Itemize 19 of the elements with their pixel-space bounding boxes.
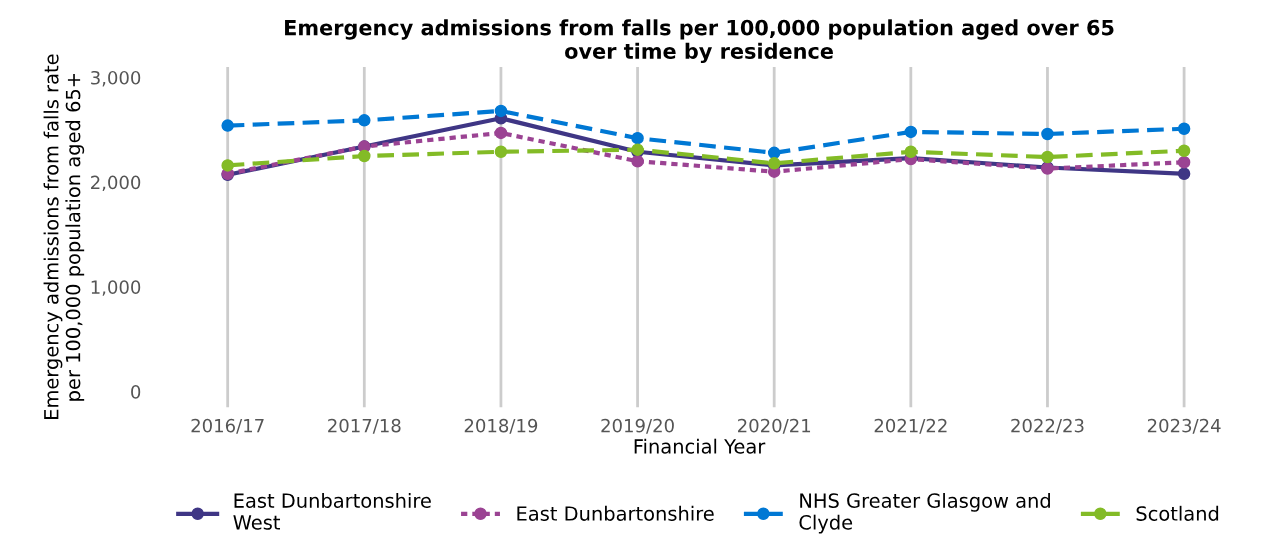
legend-label: NHS Greater Glasgow and Clyde — [799, 492, 1050, 534]
x-tick-label: 2023/24 — [1147, 418, 1221, 434]
y-tick-label: 3,000 — [91, 70, 141, 87]
y-tick-label: 0 — [131, 385, 141, 399]
x-axis-title: Financial Year — [634, 438, 766, 454]
x-tick-label: 2020/21 — [738, 418, 811, 434]
x-tick-label: 2019/20 — [601, 418, 674, 434]
x-tick-label: 2018/19 — [464, 418, 538, 434]
legend-label: East Dunbartonshire — [517, 505, 714, 521]
y-tick-label: 1,000 — [91, 280, 141, 296]
x-tick-label: 2022/23 — [1011, 418, 1084, 434]
y-axis-title: Emergency admissions from falls rate per 100,000 population aged 65+ — [43, 54, 85, 419]
legend-label: Scotland — [1136, 505, 1219, 521]
legend-label: East Dunbartonshire West — [233, 492, 431, 530]
x-tick-label: 2017/18 — [328, 418, 401, 434]
y-tick-label: 2,000 — [91, 175, 141, 192]
x-tick-label: 2016/17 — [191, 418, 264, 434]
chart-title: Emergency admissions from falls per 100,000 population aged over 65 over time by residence — [285, 19, 1114, 64]
x-tick-label: 2021/22 — [874, 418, 947, 434]
